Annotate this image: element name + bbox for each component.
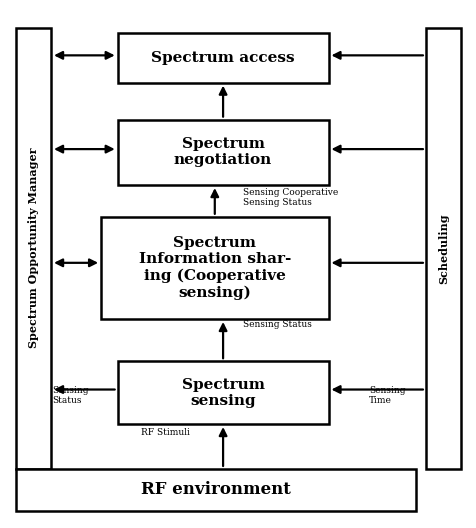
Text: Sensing
Time: Sensing Time xyxy=(368,386,405,406)
Text: Sensing
Status: Sensing Status xyxy=(52,386,89,406)
Text: Scheduling: Scheduling xyxy=(437,213,448,284)
Bar xyxy=(117,33,328,83)
Text: Sensing Status: Sensing Status xyxy=(243,320,311,329)
Bar xyxy=(425,27,460,469)
Text: Sensing Cooperative
Sensing Status: Sensing Cooperative Sensing Status xyxy=(243,188,338,208)
Bar xyxy=(101,216,328,319)
Text: Spectrum
negotiation: Spectrum negotiation xyxy=(174,137,272,167)
Bar xyxy=(117,361,328,424)
Text: Spectrum
sensing: Spectrum sensing xyxy=(181,378,264,408)
Bar xyxy=(16,27,51,469)
Text: Spectrum Opportunity Manager: Spectrum Opportunity Manager xyxy=(28,148,39,348)
Text: RF environment: RF environment xyxy=(141,482,290,498)
Text: Spectrum
Information shar-
ing (Cooperative
sensing): Spectrum Information shar- ing (Cooperat… xyxy=(139,236,290,300)
Text: Spectrum access: Spectrum access xyxy=(151,51,294,65)
Text: RF Stimuli: RF Stimuli xyxy=(141,428,190,437)
Bar xyxy=(16,469,416,511)
Bar xyxy=(117,119,328,185)
